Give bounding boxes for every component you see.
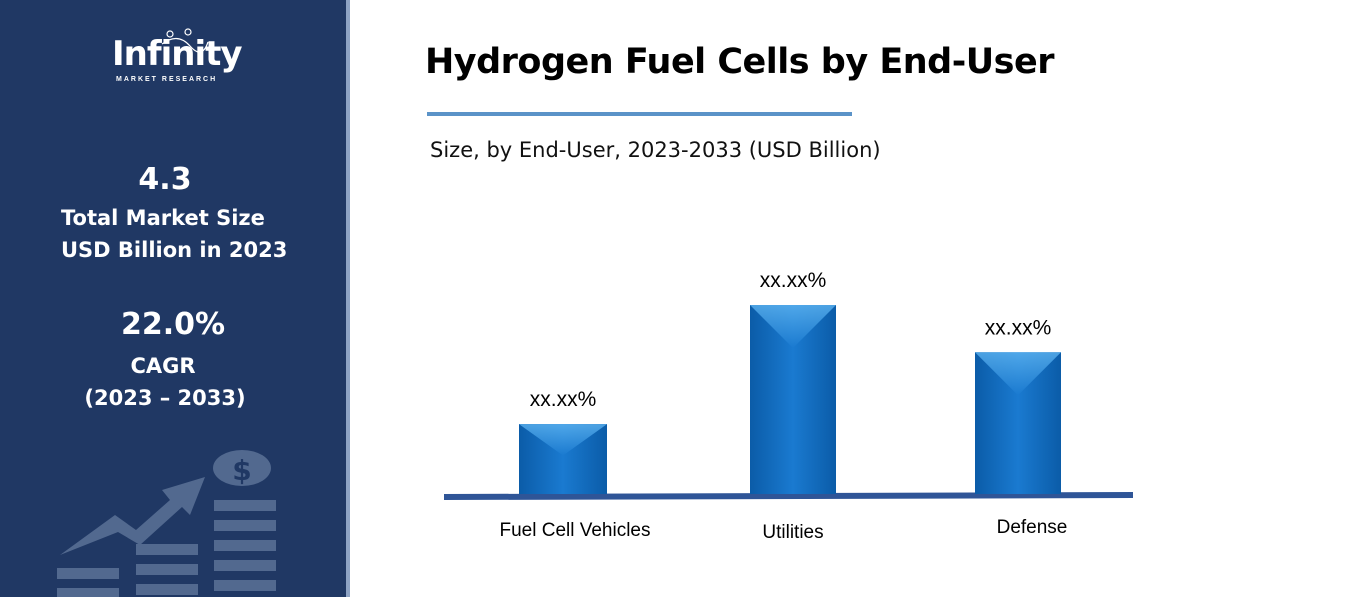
x-axis-line (443, 492, 1134, 500)
bar-bevel (975, 352, 1061, 396)
cagr-label: CAGR (130, 354, 196, 378)
market-size-unit: USD Billion in 2023 (61, 238, 288, 262)
bar-bevel (519, 424, 607, 456)
bar-defense (975, 352, 1061, 494)
data-label: xx.xx% (530, 388, 597, 411)
data-label: xx.xx% (985, 316, 1052, 339)
category-label: Defense (997, 517, 1068, 538)
svg-text:$: $ (232, 454, 251, 487)
chart-subtitle: Size, by End-User, 2023-2033 (USD Billio… (430, 138, 881, 162)
growth-chart-dollar-icon: $ (57, 450, 276, 597)
title-underline (427, 112, 852, 116)
logo-subtext: MARKET RESEARCH (116, 76, 218, 83)
chart-title: Hydrogen Fuel Cells by End-User (425, 42, 1055, 82)
category-label: Utilities (762, 522, 823, 543)
logo: Infinity MARKET RESEARCH (110, 28, 250, 88)
bar-utilities (750, 305, 836, 494)
bar-fuel-cell-vehicles (519, 424, 607, 494)
cagr-period: (2023 – 2033) (84, 386, 246, 410)
data-label: xx.xx% (760, 269, 827, 292)
cagr-value: 22.0% (120, 307, 226, 342)
logo-text: Infinity (112, 34, 243, 74)
market-size-label: Total Market Size (61, 206, 265, 230)
bar-bevel (750, 305, 836, 348)
market-size-value: 4.3 (138, 162, 192, 197)
logo-figures-icon (161, 28, 209, 53)
sidebar: Infinity MARKET RESEARCH 4.3 Total Marke… (0, 0, 350, 597)
category-label: Fuel Cell Vehicles (499, 520, 650, 541)
